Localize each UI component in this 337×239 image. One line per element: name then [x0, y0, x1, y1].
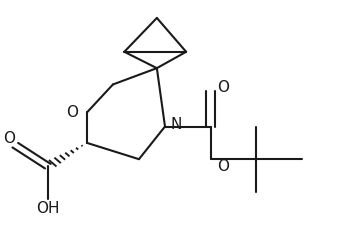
Text: OH: OH [36, 201, 60, 216]
Text: N: N [171, 117, 182, 132]
Text: O: O [218, 81, 229, 96]
Text: O: O [3, 131, 15, 146]
Text: O: O [66, 105, 78, 120]
Text: O: O [218, 159, 229, 174]
